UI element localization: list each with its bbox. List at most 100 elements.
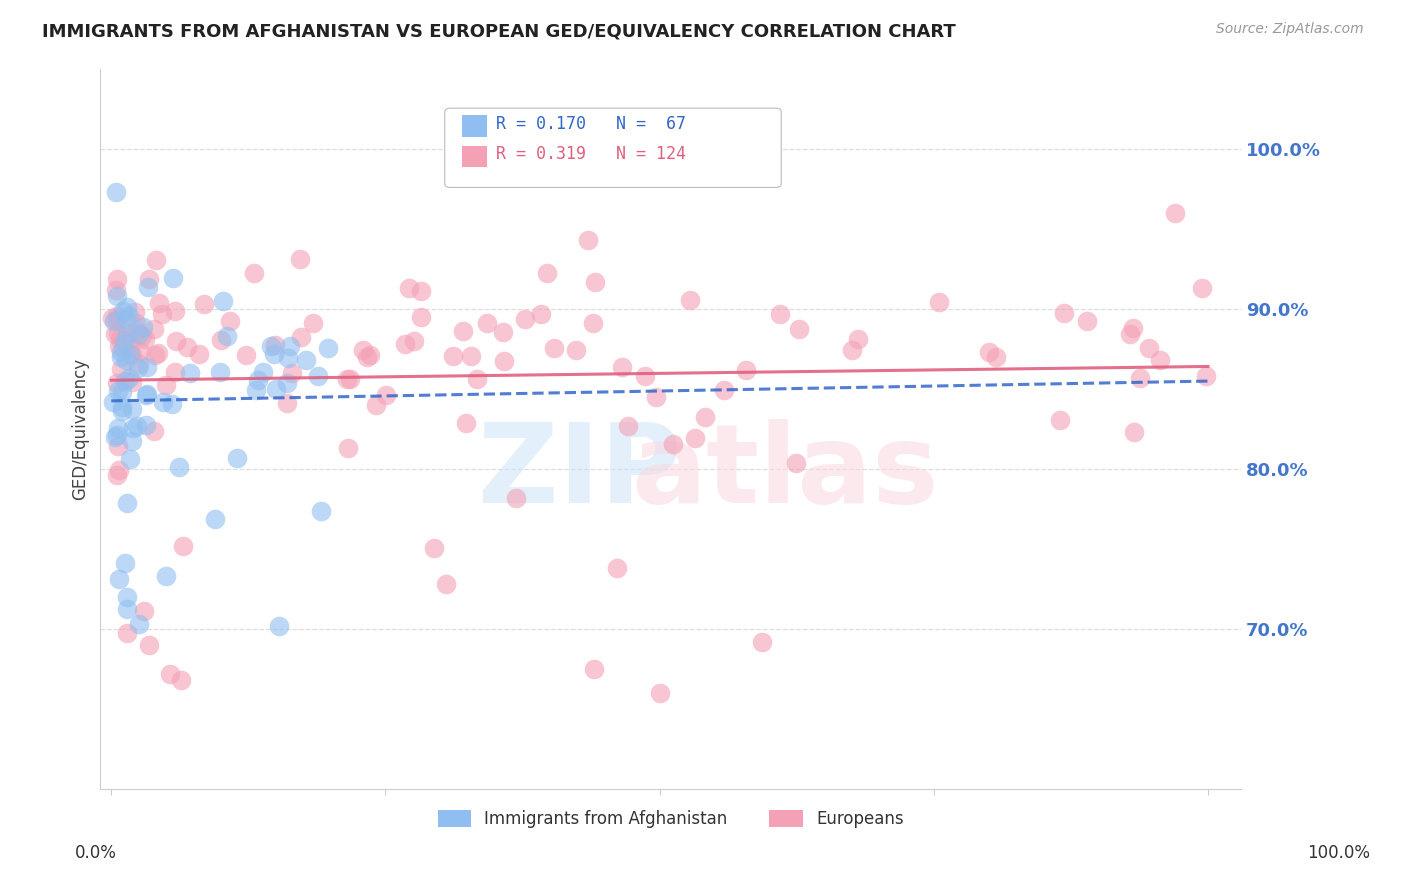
Point xyxy=(301,316,323,330)
Point xyxy=(276,376,298,390)
Point xyxy=(127,419,149,434)
Point xyxy=(193,297,215,311)
Point xyxy=(1076,314,1098,328)
Point xyxy=(785,456,807,470)
Point xyxy=(606,561,628,575)
Point xyxy=(648,686,671,700)
Point xyxy=(252,365,274,379)
Point xyxy=(105,467,128,482)
Point xyxy=(101,310,124,325)
Bar xyxy=(463,145,486,168)
Point xyxy=(125,324,148,338)
Point xyxy=(451,324,474,338)
Point xyxy=(610,359,633,374)
Legend: Immigrants from Afghanistan, Europeans: Immigrants from Afghanistan, Europeans xyxy=(432,804,910,835)
Point xyxy=(150,307,173,321)
Point xyxy=(111,384,134,399)
Point xyxy=(634,369,657,384)
Point xyxy=(115,301,138,315)
Point xyxy=(128,326,150,341)
Point xyxy=(644,390,666,404)
Point xyxy=(267,619,290,633)
Point xyxy=(246,373,269,387)
Point xyxy=(114,375,136,389)
Point xyxy=(179,367,201,381)
Point xyxy=(402,334,425,348)
Point xyxy=(311,504,333,518)
Point xyxy=(108,339,131,353)
Point xyxy=(118,370,141,384)
Point xyxy=(118,310,141,324)
Point xyxy=(104,327,127,342)
Point xyxy=(155,568,177,582)
Y-axis label: GED/Equivalency: GED/Equivalency xyxy=(72,358,89,500)
Point xyxy=(1119,327,1142,342)
Point xyxy=(441,349,464,363)
Point xyxy=(115,311,138,326)
Point xyxy=(337,441,360,455)
Point xyxy=(128,617,150,632)
Point xyxy=(713,383,735,397)
Point xyxy=(104,185,127,199)
Point xyxy=(125,316,148,330)
Point xyxy=(290,330,312,344)
Point xyxy=(143,348,166,362)
Point xyxy=(1129,371,1152,385)
Point xyxy=(121,401,143,416)
Point xyxy=(846,332,869,346)
Point xyxy=(276,396,298,410)
Point xyxy=(1164,205,1187,219)
Point xyxy=(111,400,134,414)
Point xyxy=(529,307,551,321)
Point xyxy=(1122,320,1144,334)
Point xyxy=(375,388,398,402)
Point xyxy=(107,463,129,477)
Point xyxy=(107,326,129,341)
Point xyxy=(162,270,184,285)
Point xyxy=(789,322,811,336)
Point xyxy=(172,539,194,553)
Point xyxy=(394,337,416,351)
Point xyxy=(505,491,527,505)
Point xyxy=(115,590,138,604)
Point xyxy=(121,375,143,389)
Point xyxy=(260,339,283,353)
Point xyxy=(263,347,285,361)
Point xyxy=(769,307,792,321)
Point xyxy=(336,372,359,386)
Point xyxy=(115,602,138,616)
Point xyxy=(242,266,264,280)
Point xyxy=(170,673,193,687)
Point xyxy=(454,416,477,430)
Bar xyxy=(463,115,486,137)
Point xyxy=(1049,413,1071,427)
Point xyxy=(543,341,565,355)
Point xyxy=(235,348,257,362)
Point xyxy=(120,333,142,347)
Point xyxy=(118,347,141,361)
Point xyxy=(131,329,153,343)
Point xyxy=(138,638,160,652)
Point xyxy=(107,420,129,434)
Text: Source: ZipAtlas.com: Source: ZipAtlas.com xyxy=(1216,22,1364,37)
Point xyxy=(165,334,187,349)
Point xyxy=(204,512,226,526)
Point xyxy=(513,312,536,326)
Point xyxy=(264,338,287,352)
Point xyxy=(176,340,198,354)
Point xyxy=(135,387,157,401)
Point xyxy=(295,353,318,368)
Point xyxy=(148,296,170,310)
Point xyxy=(339,372,361,386)
Point xyxy=(107,439,129,453)
Point xyxy=(110,362,132,376)
Point xyxy=(167,460,190,475)
Point xyxy=(209,334,232,348)
Point xyxy=(155,377,177,392)
Text: R = 0.319   N = 124: R = 0.319 N = 124 xyxy=(496,145,686,163)
Text: R = 0.170   N =  67: R = 0.170 N = 67 xyxy=(496,115,686,133)
Point xyxy=(110,345,132,359)
Point xyxy=(128,344,150,359)
Point xyxy=(288,252,311,266)
Point xyxy=(115,353,138,368)
